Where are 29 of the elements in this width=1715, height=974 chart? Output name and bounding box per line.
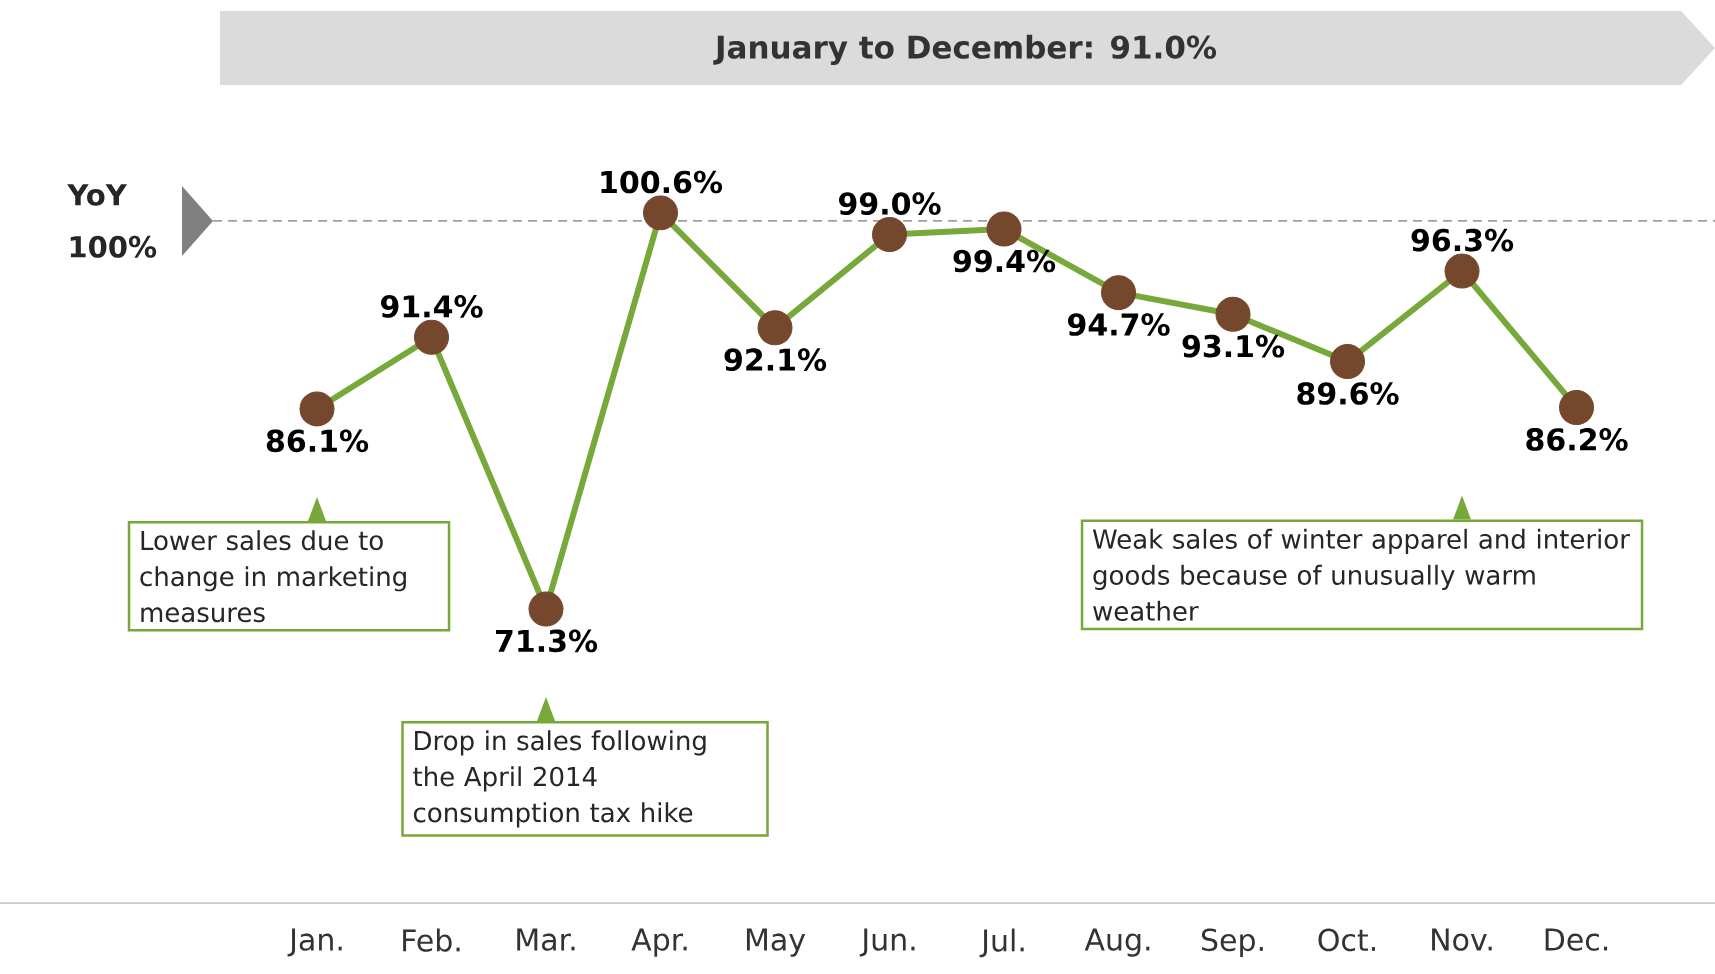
x-tick-label: Feb. bbox=[403, 928, 460, 952]
data-label: 93.1% bbox=[1182, 334, 1285, 358]
data-label: 91.4% bbox=[381, 295, 483, 318]
x-tick-label: Jan. bbox=[287, 928, 342, 957]
chart-title: January to December: 91.0% bbox=[713, 34, 1217, 66]
data-label: 99.0% bbox=[839, 192, 941, 215]
data-label: 94.7% bbox=[1068, 313, 1170, 336]
x-tick-label: Sep. bbox=[1201, 928, 1263, 958]
ref-line-label: YoY 100% bbox=[67, 184, 157, 258]
x-tick-label: Aug. bbox=[1084, 928, 1150, 957]
x-tick-label: Jun. bbox=[859, 928, 915, 957]
data-label: 96.3% bbox=[1411, 228, 1514, 252]
text: Drop in sales following the April 2014 consumption tax hike bbox=[413, 730, 706, 828]
data-label: 71.3% bbox=[495, 629, 598, 653]
x-tick-label: Dec. bbox=[1545, 928, 1608, 951]
x-tick-label: Nov. bbox=[1432, 928, 1492, 951]
x-tick-label: Apr. bbox=[631, 928, 687, 957]
data-label: 86.1% bbox=[266, 429, 369, 453]
annotation: Weak sales of winter apparel and interior goods because of unusually warm weather bbox=[1092, 528, 1630, 621]
data-label: 99.4% bbox=[953, 249, 1056, 273]
x-tick-label: Oct. bbox=[1318, 928, 1375, 952]
x-tick-label: May bbox=[746, 928, 806, 957]
data-label: 92.1% bbox=[724, 348, 827, 372]
x-tick-label: Mar. bbox=[517, 928, 575, 951]
x-tick-label: Jul. bbox=[979, 928, 1024, 958]
data-label: 89.6% bbox=[1297, 382, 1399, 405]
annotation: Lower sales due to change in marketing measures bbox=[140, 530, 406, 623]
data-label: 86.2% bbox=[1526, 428, 1628, 451]
data-label: 100.6% bbox=[601, 170, 723, 194]
